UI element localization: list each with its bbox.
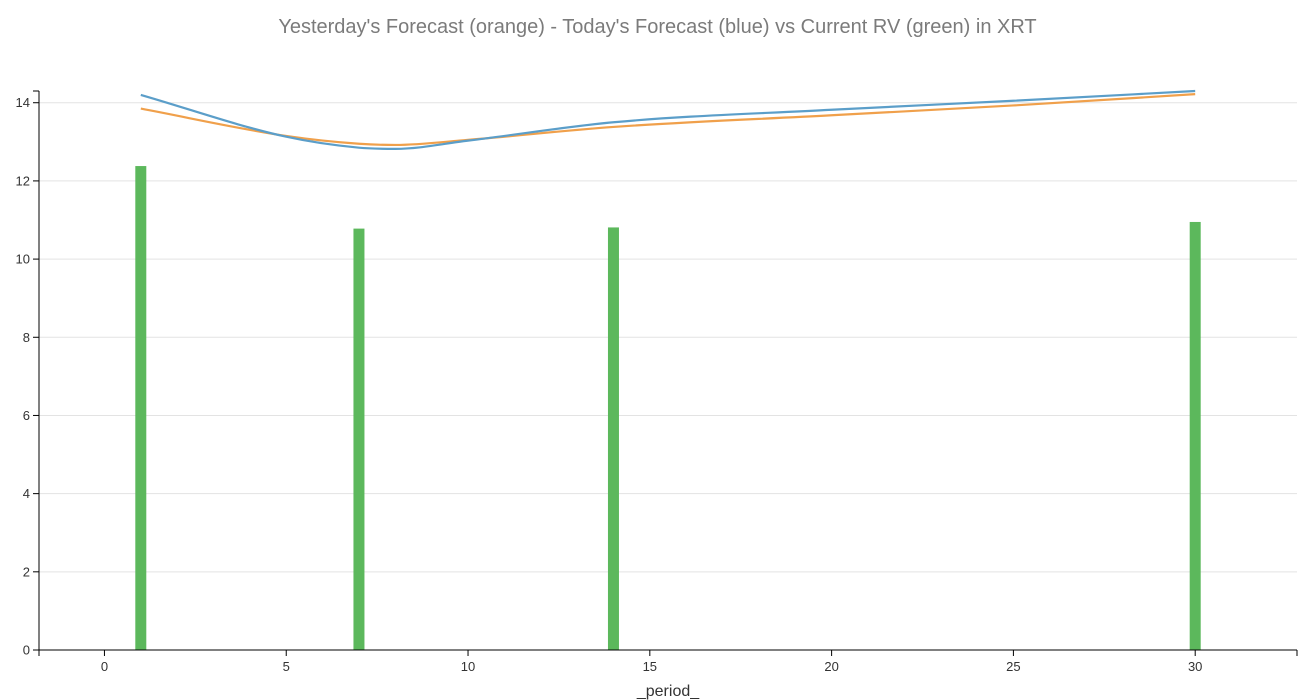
gridlines [39,102,1297,573]
line-series [140,89,1196,150]
bar [353,228,365,650]
chart-title: Yesterday's Forecast (orange) - Today's … [278,16,1037,38]
y-tick-label: 0 [23,643,30,658]
x-tick-label: 0 [101,659,108,674]
series-line-orange [140,93,1196,147]
axes: 0 2 4 6 8 10 12 14 0 5 10 15 20 25 30 [16,90,1298,674]
bar [135,166,147,650]
x-tick-label: 20 [824,659,838,674]
y-tick-label: 14 [16,95,30,110]
bar [607,227,619,650]
y-tick-label: 8 [23,330,30,345]
x-tick-label: 25 [1006,659,1020,674]
y-tick-label: 2 [23,564,30,579]
bar [1189,221,1201,651]
x-tick-label: 30 [1188,659,1202,674]
x-tick-label: 5 [283,659,290,674]
x-axis-title: _period_ [636,683,700,700]
y-tick-label: 12 [16,173,30,188]
y-tick-label: 4 [23,486,30,501]
y-tick-label: 6 [23,408,30,423]
y-tick-label: 10 [16,252,30,267]
series-line-blue [140,89,1196,150]
bar-series [135,166,1201,651]
x-tick-label: 15 [643,659,657,674]
x-tick-label: 10 [461,659,475,674]
